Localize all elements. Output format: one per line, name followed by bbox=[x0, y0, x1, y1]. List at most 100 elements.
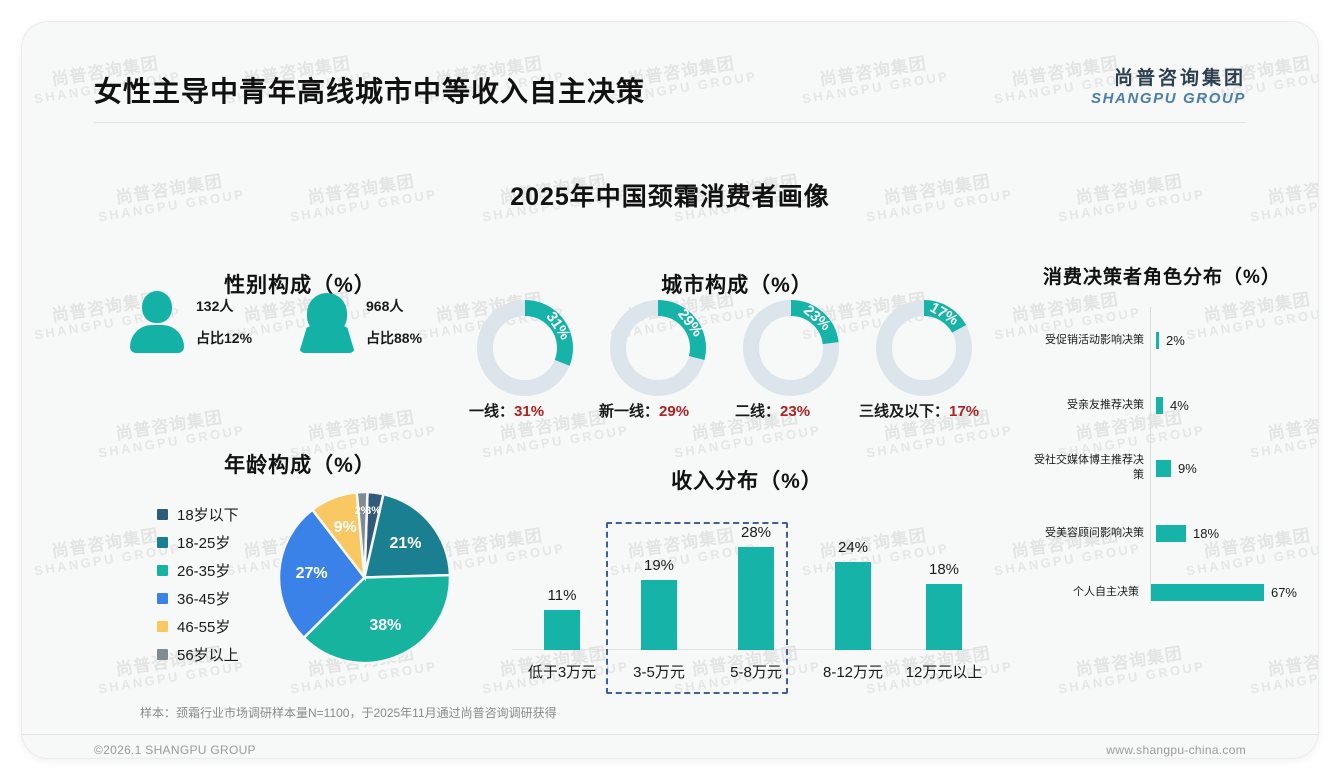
gender-section-title: 性别构成（%） bbox=[224, 274, 376, 297]
age-pie-label: 3% bbox=[365, 505, 382, 518]
age-legend-label: 18-25岁 bbox=[177, 534, 231, 552]
income-bar bbox=[902, 584, 986, 650]
city-caption-name: 新一线： bbox=[599, 403, 660, 420]
age-pie-label: 27% bbox=[295, 564, 328, 582]
age-pie-legend: 18岁以下 18-25岁 26-35岁 36-45岁 46-55岁 56岁以上 bbox=[157, 500, 239, 668]
age-legend-label: 46-55岁 bbox=[177, 618, 231, 636]
decision-bar bbox=[1156, 396, 1163, 414]
footer-divider bbox=[22, 734, 1318, 735]
female-silhouette-icon bbox=[299, 291, 355, 354]
city-caption-value: 29% bbox=[659, 403, 690, 420]
income-bar-category: 低于3万元 bbox=[527, 664, 597, 681]
age-legend-swatch bbox=[157, 508, 168, 520]
decision-role-chart: 受促销活动影响决策 2% 受亲友推荐决策 4% 受社交媒体博主推荐决策 9% 受美容顾问影响… bbox=[1032, 307, 1297, 612]
infographic-page: 尚普咨询集团 SHANGPU GROUP 尚普咨询集团 SHANGPU GROUP 尚普… bbox=[22, 22, 1318, 758]
age-legend-swatch bbox=[157, 536, 168, 548]
city-donut-一线: 31% bbox=[477, 300, 574, 396]
decision-value: 67% bbox=[1270, 584, 1297, 600]
age-pie-label: 9% bbox=[333, 519, 357, 537]
decision-section-title: 消费决策者角色分布（%） bbox=[1043, 267, 1281, 288]
income-bar bbox=[714, 547, 798, 650]
sample-note: 样本：颈霜行业市场调研样本量N=1100，于2025年11月通过尚普咨询调研获得 bbox=[140, 706, 557, 720]
income-bar-category: 8-12万元 bbox=[822, 664, 884, 681]
city-caption-value: 31% bbox=[514, 403, 545, 420]
page-title: 女性主导中青年高线城市中等收入自主决策 bbox=[94, 76, 646, 107]
decision-axis bbox=[1150, 307, 1151, 603]
decision-row: 受美容顾问影响决策 18% bbox=[1032, 520, 1297, 546]
decision-bar bbox=[1156, 524, 1186, 542]
decision-label: 受美容顾问影响决策 bbox=[1045, 526, 1144, 539]
income-bar bbox=[811, 562, 895, 650]
age-legend-item: 18岁以下 bbox=[157, 500, 239, 528]
decision-value: 2% bbox=[1166, 332, 1185, 348]
city-caption-name: 二线： bbox=[735, 403, 781, 420]
footer-website[interactable]: www.shangpu-china.com bbox=[1106, 743, 1246, 757]
decision-label: 受亲友推荐决策 bbox=[1067, 398, 1144, 411]
city-donut-新一线: 29% bbox=[610, 300, 706, 396]
page-subtitle: 2025年中国颈霜消费者画像 bbox=[510, 183, 830, 211]
income-bar-value: 19% bbox=[643, 557, 675, 574]
decision-row: 个人自主决策 67% bbox=[1032, 579, 1297, 605]
gender-share: 占比12% bbox=[196, 330, 253, 347]
income-bar bbox=[617, 580, 701, 650]
income-highlight-box bbox=[606, 522, 788, 694]
decision-bar bbox=[1156, 459, 1171, 477]
header: 女性主导中青年高线城市中等收入自主决策 尚普咨询集团 SHANGPU GROUP bbox=[22, 22, 1318, 123]
age-legend-item: 46-55岁 bbox=[157, 612, 239, 640]
decision-row: 受社交媒体博主推荐决策 9% bbox=[1032, 454, 1297, 481]
city-caption-二线: 二线：23% bbox=[735, 400, 810, 421]
age-pie-chart: 3% 21% 38% 27% 9% 2% bbox=[277, 490, 452, 665]
income-bar-value: 18% bbox=[928, 561, 960, 578]
age-pie-slice bbox=[355, 490, 369, 578]
decision-row: 受亲友推荐决策 4% bbox=[1032, 392, 1297, 418]
footer-copyright: ©2026.1 SHANGPU GROUP bbox=[94, 743, 256, 757]
age-legend-label: 18岁以下 bbox=[177, 506, 239, 524]
age-pie-label: 38% bbox=[369, 617, 402, 635]
city-caption-value: 23% bbox=[780, 403, 811, 420]
age-pie-label: 2% bbox=[354, 504, 371, 517]
income-bar-category: 5-8万元 bbox=[730, 664, 782, 681]
city-composition-chart: 31% 一线：31% 29% 新一线：29% 23% 二线：23% 17% 三线及以下：17% bbox=[469, 299, 997, 420]
age-legend-label: 36-45岁 bbox=[177, 590, 231, 608]
decision-value: 4% bbox=[1170, 397, 1189, 413]
income-bar-category: 12万元以上 bbox=[905, 664, 983, 681]
brand-logo: 尚普咨询集团 SHANGPU GROUP bbox=[1091, 68, 1246, 108]
male-silhouette-icon bbox=[130, 291, 184, 354]
age-legend-swatch bbox=[157, 648, 168, 660]
income-bar-value: 11% bbox=[547, 587, 577, 604]
decision-label: 受促销活动影响决策 bbox=[1045, 333, 1144, 346]
city-caption-value: 17% bbox=[949, 403, 980, 420]
decision-row: 受促销活动影响决策 2% bbox=[1032, 327, 1297, 353]
age-legend-label: 56岁以上 bbox=[177, 646, 239, 664]
age-legend-item: 56岁以上 bbox=[157, 640, 239, 668]
city-donut-三线及以下: 17% bbox=[876, 299, 972, 396]
income-section-title: 收入分布（%） bbox=[671, 470, 823, 493]
income-bar-value: 24% bbox=[837, 539, 869, 556]
decision-value: 18% bbox=[1193, 525, 1220, 541]
age-section-title: 年龄构成（%） bbox=[224, 454, 376, 477]
gender-item: 132人 占比12% bbox=[130, 290, 252, 354]
city-caption-name: 三线及以下： bbox=[859, 403, 950, 420]
gender-count: 968人 bbox=[366, 298, 404, 314]
decision-value: 9% bbox=[1178, 460, 1197, 476]
income-bar-value: 28% bbox=[740, 524, 772, 541]
city-caption-name: 一线： bbox=[469, 403, 515, 420]
header-divider bbox=[94, 122, 1246, 123]
age-legend-swatch bbox=[157, 620, 168, 632]
age-legend-swatch bbox=[157, 564, 168, 576]
city-caption-一线: 一线：31% bbox=[469, 400, 544, 421]
age-legend-swatch bbox=[157, 592, 168, 604]
age-pie-slice bbox=[277, 508, 367, 640]
income-bar-chart: 11% 低于3万元 19% 3-5万元 28% 5-8万元 24% 8-12万元 18% 12万元… bbox=[512, 500, 982, 694]
age-legend-item: 36-45岁 bbox=[157, 584, 239, 612]
age-legend-label: 26-35岁 bbox=[177, 562, 231, 580]
gender-share: 占比88% bbox=[366, 330, 423, 347]
city-section-title: 城市构成（%） bbox=[661, 274, 813, 297]
gender-composition-chart: 132人 占比12% 968人占比88% bbox=[130, 290, 470, 390]
income-bar bbox=[520, 610, 604, 650]
city-donut-二线: 23% bbox=[743, 300, 839, 396]
logo-cn-text: 尚普咨询集团 bbox=[1113, 68, 1246, 89]
gender-item: 968人占比88% bbox=[299, 290, 423, 354]
